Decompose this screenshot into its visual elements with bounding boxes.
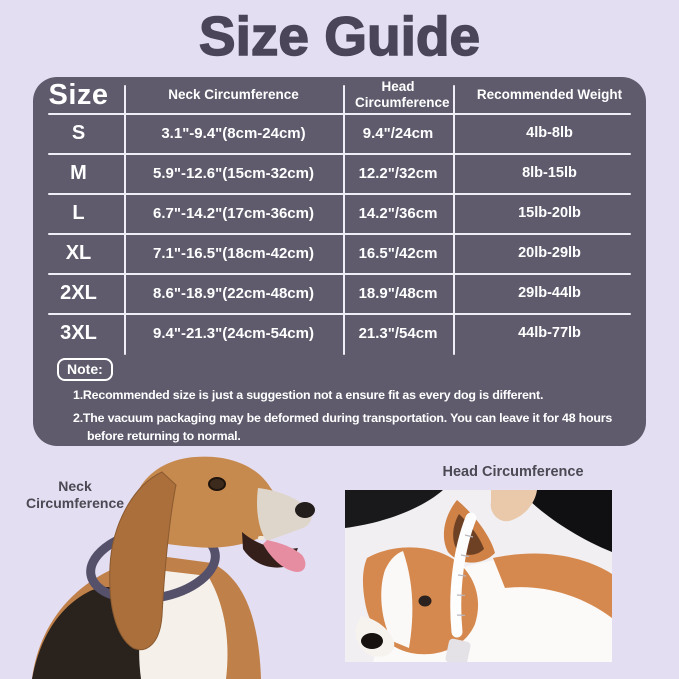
row-divider: [48, 233, 631, 235]
table-row: L 6.7"-14.2"(17cm-36cm) 14.2"/36cm 15lb-…: [33, 193, 646, 233]
row-divider: [48, 113, 631, 115]
weight-cell: 4lb-8lb: [526, 125, 573, 141]
note-item-1: 1.Recommended size is just a suggestion …: [73, 388, 544, 402]
weight-cell: 20lb-29lb: [518, 245, 581, 261]
neck-cell: 5.9"-12.6"(15cm-32cm): [153, 164, 314, 182]
size-cell: S: [71, 121, 86, 144]
head-circumference-label: Head Circumference: [442, 464, 584, 480]
note-section: Note: 1.Recommended size is just a sugge…: [55, 358, 639, 451]
weight-cell: 8lb-15lb: [522, 165, 577, 181]
beagle-nose: [295, 502, 315, 518]
neck-cell: 9.4"-21.3"(24cm-54cm): [153, 324, 314, 342]
corgi-nose: [361, 633, 383, 649]
note-label: Note:: [57, 358, 113, 381]
corgi-back-patch: [493, 553, 612, 618]
head-cell: 9.4"/24cm: [362, 124, 434, 142]
weight-cell: 44lb-77lb: [518, 325, 581, 341]
table-header-row: Size Neck Circumference Head Circumferen…: [33, 77, 646, 113]
neck-cell: 7.1"-16.5"(18cm-42cm): [153, 244, 314, 262]
column-divider: [124, 85, 126, 355]
column-divider: [453, 85, 455, 355]
column-header-neck: Neck Circumference: [168, 87, 299, 103]
weight-cell: 29lb-44lb: [518, 285, 581, 301]
corgi-blaze: [381, 551, 413, 648]
table-row: XL 7.1"-16.5"(18cm-42cm) 16.5"/42cm 20lb…: [33, 233, 646, 273]
neck-cell: 8.6"-18.9"(22cm-48cm): [153, 284, 314, 302]
head-cell: 18.9"/48cm: [358, 284, 438, 302]
size-cell: 3XL: [60, 321, 97, 344]
row-divider: [48, 153, 631, 155]
size-cell: L: [72, 201, 85, 224]
table-row: M 5.9"-12.6"(15cm-32cm) 12.2"/32cm 8lb-1…: [33, 153, 646, 193]
head-cell: 21.3"/54cm: [358, 324, 438, 342]
column-divider: [343, 85, 345, 355]
measuring-tape-clip: [445, 638, 471, 662]
neck-circumference-label: Neck Circumference: [25, 478, 125, 511]
row-divider: [48, 273, 631, 275]
head-cell: 14.2"/36cm: [358, 204, 438, 222]
weight-cell: 15lb-20lb: [518, 205, 581, 221]
beagle-eye: [208, 477, 226, 491]
column-header-head: Head Circumference: [355, 79, 450, 110]
beagle-ear: [109, 471, 177, 650]
column-header-weight: Recommended Weight: [476, 87, 623, 103]
table-row: 3XL 9.4"-21.3"(24cm-54cm) 21.3"/54cm 44l…: [33, 313, 646, 353]
note-item-2: 2.The vacuum packaging may be deformed d…: [73, 410, 613, 443]
beagle-teeth: [258, 536, 264, 540]
beagle-neck-measure-illustration: [32, 456, 315, 679]
beagle-muzzle: [257, 488, 312, 541]
page-title: Size Guide: [198, 4, 481, 68]
corgi-head-measure-photo: [345, 490, 612, 662]
person-hand: [490, 490, 537, 522]
person-torso-left: [345, 490, 443, 528]
person-torso-right: [527, 490, 612, 552]
neck-cell: 3.1"-9.4"(8cm-24cm): [161, 124, 306, 142]
beagle-tongue: [263, 540, 306, 572]
measuring-tape-icon: [450, 512, 477, 638]
column-header-size: Size: [48, 78, 109, 111]
size-cell: XL: [65, 241, 92, 264]
neck-cell: 6.7"-14.2"(17cm-36cm): [153, 204, 314, 222]
table-row: S 3.1"-9.4"(8cm-24cm) 9.4"/24cm 4lb-8lb: [33, 113, 646, 153]
size-cell: 2XL: [60, 281, 97, 304]
corgi-eye: [418, 595, 432, 607]
size-cell: M: [70, 161, 87, 184]
head-cell: 16.5"/42cm: [358, 244, 438, 262]
measuring-tape-ticks: [456, 534, 474, 617]
row-divider: [48, 313, 631, 315]
row-divider: [48, 193, 631, 195]
head-cell: 12.2"/32cm: [358, 164, 438, 182]
table-row: 2XL 8.6"-18.9"(22cm-48cm) 18.9"/48cm 29l…: [33, 273, 646, 313]
size-table: Size Neck Circumference Head Circumferen…: [33, 77, 646, 446]
